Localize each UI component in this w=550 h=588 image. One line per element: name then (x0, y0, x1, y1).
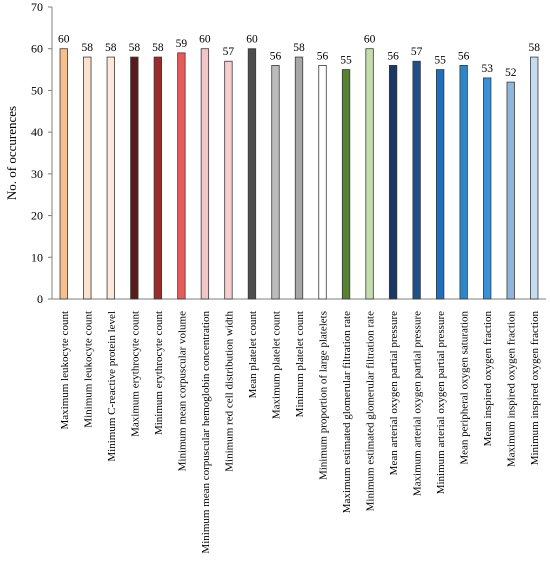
y-tick-label: 10 (31, 250, 43, 264)
category-label: Maximum erythrocyte count (129, 311, 141, 437)
bar (318, 65, 327, 300)
category-label: Mean platelet count (247, 311, 259, 398)
y-tick-label: 30 (31, 167, 43, 181)
data-label: 56 (458, 50, 470, 62)
bar (200, 48, 210, 300)
data-label: 56 (270, 50, 282, 62)
category-label: Minimum estimated glomerular filtration … (365, 311, 377, 512)
y-tick-label: 70 (31, 0, 43, 14)
bar (483, 77, 492, 300)
data-labels: 60 58 58 58 58 59 60 57 60 56 58 56 55 60 56 57 55 56 53 52… (58, 34, 540, 79)
data-label: 57 (411, 46, 423, 58)
bar (388, 65, 398, 300)
category-label: Maximum inspired oxygen fraction (506, 311, 518, 468)
category-label: Mean arterial oxygen partial pressure (388, 311, 400, 475)
category-label: Mean peripheral oxygen saturation (459, 311, 471, 465)
bar (59, 48, 68, 300)
data-label: 56 (317, 50, 329, 62)
bar (412, 60, 421, 300)
bar (177, 52, 186, 300)
category-label: Minimum mean corpuscular volume (176, 311, 188, 471)
data-label: 60 (58, 34, 70, 46)
category-label: Minimum arterial oxygen partial pressure (435, 311, 447, 494)
data-label: 58 (129, 42, 141, 54)
category-label: Minimum red cell distribution width (223, 311, 235, 472)
y-tick-label: 20 (31, 209, 43, 223)
bars (59, 48, 539, 300)
data-label: 60 (364, 34, 376, 46)
bar (341, 69, 351, 300)
y-tick-label: 60 (31, 42, 43, 56)
category-label: Minimum erythrocyte count (153, 311, 165, 435)
bar (247, 48, 257, 300)
y-tick-label: 50 (31, 83, 43, 97)
bar (530, 56, 539, 300)
y-axis-title: No. of occurences (4, 106, 19, 200)
category-label: Maximum platelet count (270, 311, 282, 419)
bar (365, 48, 374, 300)
data-label: 55 (434, 55, 446, 67)
category-label: Minimum proportion of large platelets (318, 311, 330, 480)
category-label: Minimum mean corpuscular hemoglobin conc… (200, 311, 212, 554)
data-label: 58 (528, 42, 540, 54)
data-label: 58 (293, 42, 305, 54)
bar (459, 65, 468, 300)
bar (106, 56, 115, 300)
bar (435, 69, 445, 300)
category-label: Minimum C-reactive protein level (106, 311, 118, 462)
category-label: Mean inspired oxygen fraction (482, 311, 494, 447)
data-label: 52 (505, 67, 517, 79)
category-label: Minimum platelet count (294, 311, 306, 417)
category-label: Maximum arterial oxygen partial pressure (412, 311, 424, 496)
data-label: 60 (246, 34, 258, 46)
data-label: 58 (152, 42, 164, 54)
y-tick-label: 0 (37, 292, 43, 306)
data-label: 58 (82, 42, 94, 54)
bar (153, 56, 163, 300)
bar (83, 56, 92, 300)
bar (224, 60, 233, 300)
bar (294, 56, 304, 300)
y-axis: 0 10 20 30 40 50 60 70 (31, 0, 53, 306)
data-label: 53 (481, 63, 493, 75)
category-labels: Maximum leukocyte count Minimum leukocyte… (59, 311, 541, 554)
category-label: Minimum leukocyte count (82, 311, 94, 428)
bar (130, 56, 139, 300)
data-label: 58 (105, 42, 117, 54)
category-label: Maximum estimated glomerular filtration … (341, 311, 353, 513)
data-label: 60 (199, 34, 211, 46)
data-label: 55 (340, 55, 352, 67)
data-label: 57 (223, 46, 235, 58)
category-label: Minimum inspired oxygen fraction (529, 311, 541, 466)
bar (271, 65, 280, 300)
bar (506, 81, 515, 300)
data-label: 59 (176, 38, 188, 50)
category-label: Maximum leukocyte count (59, 311, 71, 430)
data-label: 56 (387, 50, 399, 62)
y-tick-label: 40 (31, 125, 43, 139)
